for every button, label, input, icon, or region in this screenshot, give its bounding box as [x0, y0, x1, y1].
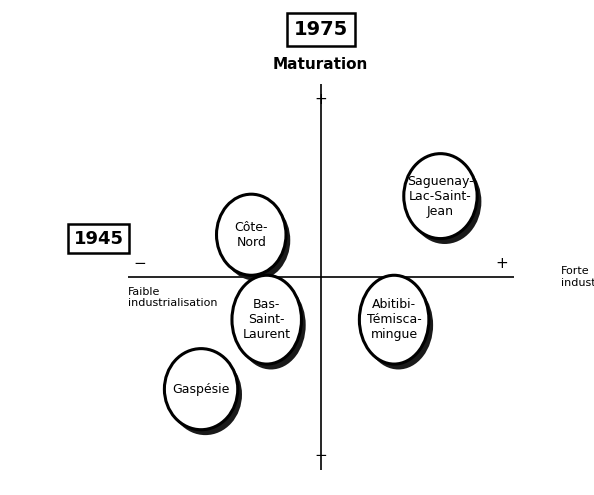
Text: Bas-
Saint-
Laurent: Bas- Saint- Laurent: [243, 298, 290, 341]
Ellipse shape: [232, 275, 302, 364]
Text: Gaspésie: Gaspésie: [172, 383, 230, 396]
Ellipse shape: [169, 354, 242, 435]
Text: +: +: [314, 92, 327, 107]
Text: Faible
industrialisation: Faible industrialisation: [128, 287, 217, 308]
Ellipse shape: [404, 153, 477, 239]
Text: Abitibi-
Témisca-
mingue: Abitibi- Témisca- mingue: [366, 298, 422, 341]
Ellipse shape: [359, 275, 429, 364]
Text: +: +: [495, 256, 508, 271]
Ellipse shape: [165, 348, 238, 430]
Text: Forte
industrialisation: Forte industrialisation: [561, 266, 594, 288]
Ellipse shape: [236, 281, 306, 369]
Text: Maturation: Maturation: [273, 57, 368, 72]
Text: −: −: [314, 447, 327, 462]
Ellipse shape: [364, 281, 433, 369]
Text: 1945: 1945: [74, 230, 124, 248]
Ellipse shape: [408, 159, 481, 244]
Text: −: −: [134, 256, 146, 271]
Ellipse shape: [216, 194, 286, 275]
Text: Saguenay-
Lac-Saint-
Jean: Saguenay- Lac-Saint- Jean: [407, 175, 474, 218]
Text: 1975: 1975: [293, 20, 348, 39]
Text: Côte-
Nord: Côte- Nord: [235, 221, 268, 248]
Ellipse shape: [221, 199, 290, 281]
